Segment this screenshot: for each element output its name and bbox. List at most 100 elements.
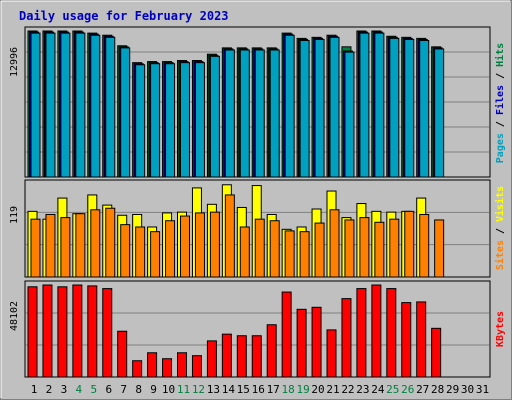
bar-sites-day-23: [359, 217, 370, 278]
bar-pages-day-12: [194, 62, 205, 178]
bar-sites-day-11: [180, 215, 190, 278]
x-tick-label-day-4: 4: [76, 383, 83, 396]
x-tick-label-day-14: 14: [222, 383, 236, 396]
x-tick-label-day-8: 8: [135, 383, 142, 396]
bar-pages-day-8: [135, 64, 146, 178]
bar-kbytes-day-2: [42, 284, 53, 378]
panel-legend: Sites / Visits: [494, 186, 506, 270]
bar-kbytes-day-11: [177, 352, 187, 378]
bar-sites-day-28: [434, 219, 445, 278]
bar-kbytes-day-27: [416, 301, 427, 378]
legend-entry: /: [495, 115, 506, 133]
panel-legend: KBytes: [495, 311, 506, 347]
x-tick-label-day-18: 18: [282, 383, 295, 396]
bar-kbytes-day-24: [371, 284, 382, 378]
legend-entry: /: [495, 222, 506, 240]
bar-kbytes-day-10: [162, 358, 173, 378]
bar-pages-day-16: [254, 49, 265, 178]
y-max-label: 12996: [9, 47, 20, 77]
x-axis-labels: 1 2 3 4 5 6 7 8 9 10 11 12 13 14 15 16 17 18 19 20 21 22 23 24 2…: [31, 383, 489, 396]
bar-pages-day-27: [419, 39, 430, 178]
bar-kbytes-day-9: [147, 352, 158, 378]
x-tick-label-day-29: 29: [446, 383, 459, 396]
bar-pages-day-17: [269, 49, 280, 178]
bar-kbytes-day-18: [281, 291, 292, 378]
x-tick-label-day-16: 16: [252, 383, 265, 396]
bar-kbytes-day-1: [27, 286, 38, 378]
bar-kbytes-day-21: [326, 329, 337, 378]
bar-sites-day-15: [239, 226, 250, 278]
bar-sites-day-26: [404, 210, 415, 278]
bar-kbytes-day-7: [117, 330, 128, 378]
x-tick-label-day-3: 3: [61, 383, 68, 396]
bar-sites-day-3: [60, 217, 71, 278]
bar-pages-day-11: [180, 62, 190, 178]
bar-sites-day-16: [254, 218, 265, 278]
panel-pages-files-hits: 12996 Pages / Files / Hits: [9, 26, 506, 178]
bar-sites-day-10: [165, 220, 176, 278]
bar-pages-day-9: [150, 63, 161, 178]
x-tick-label-day-1: 1: [31, 383, 38, 396]
legend-entry: Pages: [495, 133, 506, 163]
bar-pages-day-25: [389, 37, 400, 178]
bar-kbytes-day-26: [401, 302, 412, 378]
bar-sites-day-5: [90, 209, 101, 278]
bar-pages-day-7: [120, 47, 131, 178]
bar-pages-day-1: [30, 32, 41, 178]
legend-entry: /: [495, 67, 506, 85]
panel-visits-sites: 119 Sites / Visits: [9, 179, 506, 278]
bar-sites-day-13: [209, 211, 220, 278]
legend-entry: Hits: [494, 43, 506, 67]
bar-kbytes-day-25: [386, 288, 397, 378]
bar-sites-day-1: [30, 218, 41, 278]
bar-sites-day-2: [45, 213, 56, 278]
bar-pages-day-10: [165, 63, 176, 178]
y-max-label: 48102: [9, 301, 20, 331]
bar-sites-day-20: [314, 222, 325, 278]
bar-sites-day-22: [344, 219, 355, 278]
legend-entry: Sites: [494, 240, 506, 270]
bar-kbytes-day-4: [72, 284, 83, 378]
bar-kbytes-day-17: [266, 324, 277, 378]
bar-pages-day-24: [374, 32, 385, 178]
x-tick-label-day-9: 9: [150, 383, 157, 396]
chart-title: Daily usage for February 2023: [19, 9, 229, 23]
bar-pages-day-3: [60, 32, 71, 178]
x-tick-label-day-30: 30: [461, 383, 474, 396]
bar-kbytes-day-15: [236, 335, 247, 378]
bar-sites-day-14: [224, 194, 235, 278]
bar-pages-day-4: [75, 32, 86, 178]
bar-kbytes-day-8: [132, 360, 143, 378]
x-tick-label-day-26: 26: [401, 383, 414, 396]
bar-pages-day-2: [45, 32, 56, 178]
legend-entry: Visits: [494, 186, 506, 222]
y-max-label: 119: [9, 206, 20, 224]
x-tick-label-day-2: 2: [46, 383, 53, 396]
bar-pages-day-5: [90, 34, 101, 178]
bar-kbytes-day-13: [206, 340, 217, 378]
bar-pages-day-15: [239, 49, 250, 178]
bar-pages-day-6: [105, 36, 116, 178]
bar-kbytes-day-6: [102, 288, 113, 378]
bar-sites-day-4: [75, 213, 86, 278]
x-tick-label-day-13: 13: [207, 383, 220, 396]
x-tick-label-day-21: 21: [326, 383, 339, 396]
bar-sites-day-27: [419, 213, 430, 278]
bar-sites-day-19: [299, 231, 310, 278]
bar-sites-day-25: [389, 218, 400, 278]
x-tick-label-day-23: 23: [356, 383, 369, 396]
bar-pages-day-23: [359, 32, 370, 178]
x-tick-label-day-25: 25: [386, 383, 399, 396]
bar-kbytes-day-5: [87, 285, 98, 378]
bar-kbytes-day-19: [296, 308, 307, 378]
bar-sites-day-24: [374, 221, 385, 278]
x-tick-label-day-10: 10: [162, 383, 175, 396]
x-tick-label-day-15: 15: [237, 383, 250, 396]
x-tick-label-day-22: 22: [341, 383, 354, 396]
bar-pages-day-19: [299, 39, 310, 178]
bar-sites-day-6: [105, 207, 116, 278]
legend-entry: Files: [494, 85, 506, 115]
bar-sites-day-17: [269, 220, 280, 278]
